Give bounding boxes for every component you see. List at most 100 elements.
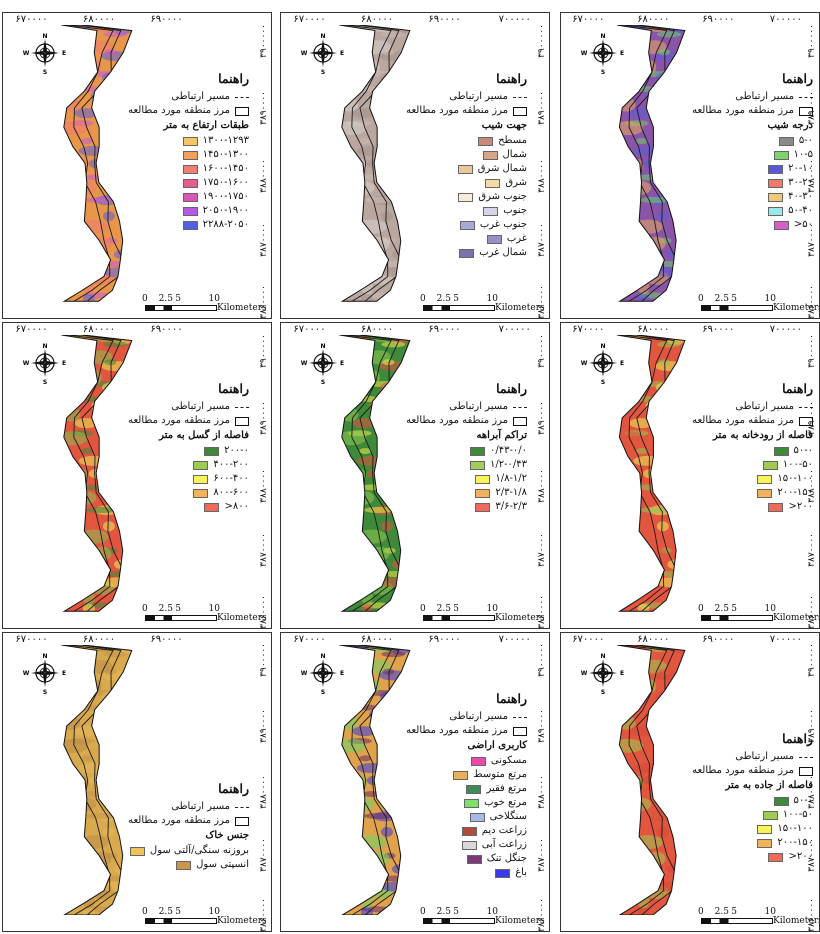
legend-swatch xyxy=(470,446,486,456)
legend-item-label: جنوب xyxy=(503,205,527,216)
y-tick: ۳۸۹۰۰۰۰ xyxy=(537,91,547,125)
legend-item: ۶۰۰-۴۰۰ xyxy=(128,473,249,485)
svg-text:N: N xyxy=(600,33,605,40)
legend-swatch xyxy=(757,824,773,834)
legend-items: ۵۰-۰ ۱۰۰-۵۰ ۱۵۰-۱۰۰ ۲۰۰-۱۵۰ ۲۰۰< xyxy=(692,795,813,863)
legend-swatch xyxy=(453,770,469,780)
map-texture-patch xyxy=(66,647,79,654)
legend-swatch xyxy=(466,784,482,794)
map-texture-patch xyxy=(379,72,398,83)
legend-road-label: مسیر ارتباطی xyxy=(735,91,794,102)
north-arrow-compass-icon: N S W E xyxy=(581,343,624,385)
scale-tick: 0 xyxy=(698,907,704,917)
map-panel-soil: ۶۷۰۰۰۰ ۶۸۰۰۰۰ ۶۹۰۰۰۰ ۷۰۰۰۰۰ ۳۹۰۰۰۰۰ ۳۸۹۰… xyxy=(2,632,272,932)
map-texture-patch xyxy=(626,797,651,812)
legend-swatch xyxy=(778,136,794,146)
scale-tick: 0 xyxy=(698,294,704,304)
scale-tick: 2.5 xyxy=(436,907,451,917)
svg-text:E: E xyxy=(62,670,66,677)
legend-item: جنوب xyxy=(406,205,527,217)
boundary-box-icon xyxy=(799,416,813,426)
svg-text:S: S xyxy=(43,69,47,75)
legend-item-label: ۸۰۰-۶۰۰ xyxy=(213,487,249,498)
svg-text:W: W xyxy=(23,670,30,677)
x-tick: ۶۷۰۰۰۰ xyxy=(293,14,326,25)
scale-tick: 2.5 xyxy=(714,604,729,614)
legend-item: ۳۰-۲۰ xyxy=(692,177,813,189)
scale-unit: Kilometers xyxy=(773,303,820,313)
legend-boundary: مرز منطقه مورد مطالعه xyxy=(692,765,813,777)
map-texture-patch xyxy=(104,359,117,366)
scale-bar-graphic xyxy=(423,918,495,924)
map-texture-patch xyxy=(647,236,666,251)
legend-item-label: بروزنه سنگی/آلتی سول xyxy=(149,845,249,856)
legend-swatch xyxy=(495,868,511,878)
y-tick: ۳۸۹۰۰۰۰ xyxy=(259,401,269,435)
map-texture-patch xyxy=(656,341,681,348)
map-texture-patch xyxy=(642,468,661,479)
legend-item-label: ۱۰۰-۵۰ xyxy=(782,809,813,820)
legend-item: ۲۰۰-۰ xyxy=(128,445,249,457)
legend-swatch xyxy=(773,220,789,230)
legend-item: شرق xyxy=(406,177,527,189)
map-texture-patch xyxy=(78,456,109,467)
x-tick: ۷۰۰۰۰۰ xyxy=(769,324,803,335)
legend-swatch xyxy=(768,164,784,174)
study-area-map xyxy=(60,25,133,302)
legend-item: ۱۳۰۰-۱۲۹۳ xyxy=(128,135,249,147)
legend-item: ۳/۶-۲/۳ xyxy=(406,501,527,513)
legend-boundary: مرز منطقه مورد مطالعه xyxy=(692,105,813,117)
map-region-fill xyxy=(60,645,132,915)
scale-tick: 5 xyxy=(731,294,737,304)
legend-boundary-label: مرز منطقه مورد مطالعه xyxy=(692,765,794,776)
x-tick: ۶۹۰۰۰۰ xyxy=(428,634,461,645)
study-area-boundary xyxy=(60,335,133,612)
legend-item: ۵۰-۰ xyxy=(692,795,813,807)
study-area-boundary xyxy=(60,25,133,302)
x-tick: ۷۰۰۰۰۰ xyxy=(769,14,803,25)
legend-item-label: انسپتی سول xyxy=(196,859,249,870)
svg-text:N: N xyxy=(320,653,325,660)
y-tick: ۳۸۷۰۰۰۰ xyxy=(537,838,547,872)
y-tick: ۳۸۶۰۰۰۰ xyxy=(537,284,547,319)
legend-item: ۵۰-۰ xyxy=(692,445,813,457)
x-tick: ۶۸۰۰۰۰ xyxy=(637,324,670,335)
scale-tick: 0 xyxy=(420,604,426,614)
legend-item-label: مرتع متوسط xyxy=(473,769,527,780)
map-texture-patch xyxy=(639,197,670,204)
map-texture-patch xyxy=(349,491,374,506)
map-texture-patch xyxy=(655,382,674,393)
legend-road: مسیر ارتباطی xyxy=(692,91,813,103)
legend-title: راهنما xyxy=(496,691,527,706)
north-arrow-compass-icon: N S W E xyxy=(23,653,66,695)
x-axis-ticks: ۶۷۰۰۰۰ ۶۸۰۰۰۰ ۶۹۰۰۰۰ ۷۰۰۰۰۰ xyxy=(3,634,271,648)
map-texture-patch xyxy=(78,763,109,774)
road-line xyxy=(67,335,114,612)
svg-text:S: S xyxy=(321,69,325,75)
legend-swatch xyxy=(768,852,784,862)
scale-tick: 5 xyxy=(453,294,459,304)
legend-item: ۰/۴۳-۰/۰ xyxy=(406,445,527,457)
legend-item-label: ۲۰۵۰-۱۹۰۰ xyxy=(202,205,249,216)
legend-boundary-label: مرز منطقه مورد مطالعه xyxy=(406,105,508,116)
legend-item: ۱۰۰-۵۰ xyxy=(692,459,813,471)
road-line-icon xyxy=(513,96,527,98)
scale-tick: 10 xyxy=(486,907,498,917)
x-tick: ۶۸۰۰۰۰ xyxy=(82,14,116,25)
legend-swatch xyxy=(459,220,475,230)
legend-item: جنوب شرق xyxy=(406,191,527,203)
road-line-icon xyxy=(799,96,813,98)
road-line-icon xyxy=(513,716,527,718)
map-panel-aspect: ۶۷۰۰۰۰ ۶۸۰۰۰۰ ۶۹۰۰۰۰ ۷۰۰۰۰۰ ۳۹۰۰۰۰۰ ۳۸۹۰… xyxy=(280,12,550,319)
legend-swatch xyxy=(762,460,778,470)
scale-bar-graphic xyxy=(701,305,773,311)
legend-item-label: ۲۰۰< xyxy=(788,851,813,862)
map-panel-fault: ۶۷۰۰۰۰ ۶۸۰۰۰۰ ۶۹۰۰۰۰ ۷۰۰۰۰۰ ۳۹۰۰۰۰۰ ۳۸۹۰… xyxy=(2,322,272,629)
legend-item-label: ۲۰۰-۱۵۰ xyxy=(777,837,813,848)
x-axis-ticks: ۶۷۰۰۰۰ ۶۸۰۰۰۰ ۶۹۰۰۰۰ ۷۰۰۰۰۰ xyxy=(3,324,271,338)
boundary-box-icon xyxy=(513,106,527,116)
map-texture-patch xyxy=(380,341,405,348)
legend-boundary-label: مرز منطقه مورد مطالعه xyxy=(692,105,794,116)
map-texture-patch xyxy=(356,219,387,234)
legend-items: ۱۳۰۰-۱۲۹۳ ۱۴۵۰-۱۳۰۰ ۱۶۰۰-۱۴۵۰ ۱۷۵۰-۱۶۰۰ ۱۹۰۰… xyxy=(128,135,249,231)
